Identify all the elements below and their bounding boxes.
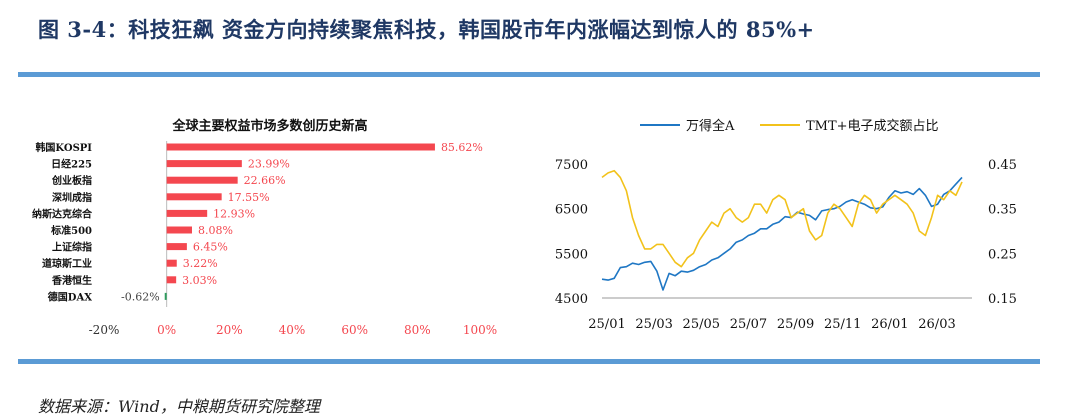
bar (166, 276, 177, 284)
data-label: 12.93% (213, 207, 255, 220)
bar (166, 209, 208, 217)
y-right-tick-label: 0.25 (988, 247, 1017, 262)
series-line (601, 169, 963, 268)
bar (166, 160, 242, 168)
bar (166, 176, 238, 184)
bar-chart: 全球主要权益市场多数创历史新高 韩国KOSPI 85.62% 日经225 23.99%… (32, 118, 497, 337)
category-label: 上证综指 (52, 241, 92, 254)
bar-chart-title: 全球主要权益市场多数创历史新高 (171, 118, 367, 134)
data-label: 8.08% (198, 224, 233, 237)
x-tick-label: -20% (89, 323, 120, 337)
bar (166, 243, 187, 251)
category-label: 创业板指 (51, 174, 92, 187)
bar (164, 292, 167, 300)
series-line (601, 176, 963, 291)
x-tick-label: 0% (157, 323, 176, 337)
line-chart: 万得全A TMT+电子成交额占比 4500 5500 6500 7500 0.15 0.25… (555, 118, 1017, 332)
category-label: 纳斯达克综合 (32, 207, 93, 220)
category-label: 深圳成指 (52, 191, 92, 204)
x-tick-label: 80% (404, 323, 431, 337)
category-label: 道琼斯工业 (42, 257, 92, 270)
x-tick-label: 25/03 (635, 317, 672, 332)
y-right-tick-label: 0.45 (988, 158, 1017, 173)
data-label: 6.45% (193, 241, 228, 254)
bottom-divider (18, 359, 1040, 364)
bar (166, 226, 192, 234)
top-divider (18, 72, 1040, 77)
legend-label: TMT+电子成交额占比 (806, 118, 939, 134)
figure-title: 图 3-4：科技狂飙 资金方向持续聚焦科技，韩国股市年内涨幅达到惊人的 85%+ (38, 17, 815, 42)
category-label: 韩国KOSPI (35, 141, 92, 154)
data-label: 17.55% (228, 191, 270, 204)
category-label: 日经225 (51, 158, 92, 171)
category-label: 香港恒生 (52, 274, 92, 287)
data-label: -0.62% (121, 290, 160, 303)
x-tick-label: 25/09 (777, 317, 814, 332)
bar (166, 259, 177, 267)
source-note: 数据来源：Wind，中粮期货研究院整理 (38, 397, 320, 416)
x-tick-label: 20% (216, 323, 243, 337)
x-tick-label: 40% (279, 323, 306, 337)
legend-label: 万得全A (686, 118, 735, 134)
data-label: 85.62% (441, 141, 483, 154)
bar (166, 143, 435, 151)
x-tick-label: 26/03 (918, 317, 955, 332)
data-label: 3.22% (183, 257, 218, 270)
data-label: 23.99% (248, 158, 290, 171)
y-left-tick-label: 7500 (555, 158, 588, 173)
x-tick-label: 25/05 (683, 317, 720, 332)
y-left-tick-label: 5500 (555, 247, 588, 262)
y-left-tick-label: 6500 (555, 203, 588, 218)
data-label: 22.66% (244, 174, 286, 187)
y-right-tick-label: 0.15 (988, 292, 1017, 307)
x-tick-label: 100% (463, 323, 497, 337)
x-tick-label: 25/11 (824, 317, 861, 332)
x-tick-label: 25/07 (730, 317, 767, 332)
bar (166, 193, 222, 201)
data-label: 3.03% (182, 274, 217, 287)
x-tick-label: 26/01 (871, 317, 908, 332)
category-label: 德国DAX (47, 290, 92, 303)
x-tick-label: 25/01 (588, 317, 625, 332)
y-right-tick-label: 0.35 (988, 203, 1017, 218)
x-tick-label: 60% (341, 323, 368, 337)
y-left-tick-label: 4500 (555, 292, 588, 307)
category-label: 标准500 (50, 224, 92, 237)
